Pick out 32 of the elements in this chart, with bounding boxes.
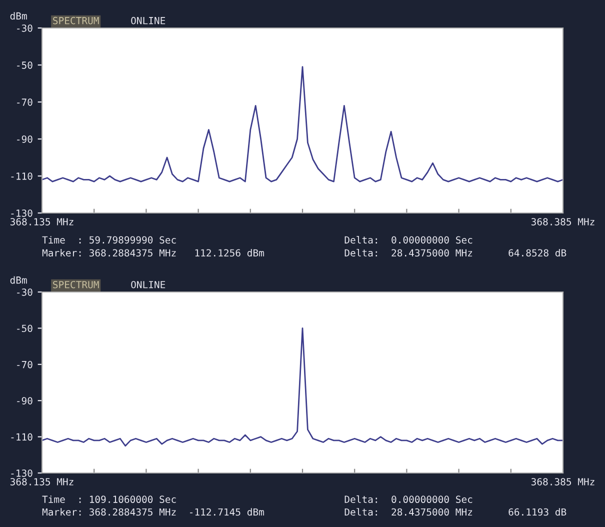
- line-series: [42, 66, 563, 182]
- y-tick-label: -30: [17, 288, 32, 296]
- y-tick-label: -110: [11, 172, 32, 180]
- y-tick-label: -70: [17, 360, 32, 368]
- x-tick-label: 368.385 MHz: [531, 478, 594, 486]
- y-axis-title: dBm: [10, 12, 27, 20]
- chart-title: SPECTRUM: [53, 280, 99, 288]
- y-tick-label: -50: [17, 324, 32, 332]
- text: Delta: 0.00000000 Sec: [344, 495, 472, 503]
- y-axis-title: dBm: [10, 276, 27, 284]
- text: Delta: 0.00000000 Sec: [344, 236, 472, 244]
- chart-subtitle: ONLINE: [131, 280, 166, 288]
- chart-title: SPECTRUM: [53, 16, 99, 24]
- text: Marker: 368.2884375 MHz -112.7145 dBm: [42, 508, 264, 516]
- y-tick-label: -50: [17, 62, 32, 69]
- text: Marker: 368.2884375 MHz 112.1256 dBm: [42, 249, 264, 257]
- chart-subtitle: ONLINE: [131, 16, 166, 24]
- y-tick-label: -30: [17, 24, 32, 32]
- x-tick-label: 368.135 MHz: [10, 218, 74, 226]
- y-tick-label: -90: [17, 136, 32, 143]
- y-tick-label: -70: [17, 98, 32, 106]
- text: Delta: 28.4375000 MHz 66.1193 dB: [344, 508, 566, 516]
- y-tick-label: -110: [11, 433, 32, 441]
- text: Time : 109.1060000 Sec: [42, 495, 176, 503]
- text: Time : 59.79899990 Sec: [42, 236, 176, 244]
- x-tick-label: 368.385 MHz: [531, 218, 594, 226]
- text: Delta: 28.4375000 MHz 64.8528 dB: [344, 248, 566, 257]
- y-tick-label: -90: [17, 397, 32, 404]
- y-tick-label: -130: [11, 470, 32, 477]
- line-series: [42, 328, 563, 447]
- y-tick-label: -130: [11, 210, 32, 217]
- x-tick-label: 368.135 MHz: [10, 478, 74, 486]
